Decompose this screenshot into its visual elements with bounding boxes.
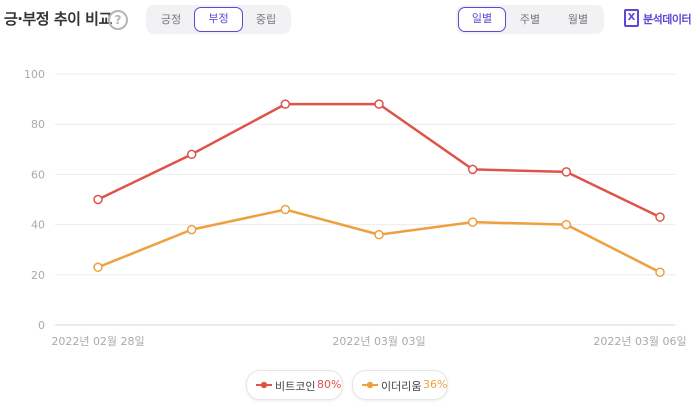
excel-icon: X — [624, 9, 639, 27]
tab-daily[interactable]: 일별 — [458, 7, 506, 32]
ethereum-marker-icon — [362, 381, 378, 389]
data-point-0-4 — [467, 164, 478, 175]
series-line-1 — [96, 208, 662, 274]
question-circle-icon[interactable]: ? — [108, 10, 128, 30]
download-data-label: 분석데이터 — [643, 13, 692, 26]
x-tick-label-0: 2022년 02월 28일 — [51, 334, 144, 348]
bitcoin-marker-icon — [256, 381, 272, 389]
data-point-0-1 — [186, 149, 197, 160]
tab-positive[interactable]: 긍정 — [160, 13, 182, 26]
data-point-1-0 — [93, 262, 103, 273]
y-tick-label-40: 40 — [31, 219, 45, 232]
legend-item-bitcoin[interactable]: 비트코인 80% — [246, 370, 343, 400]
x-tick-label-2: 2022년 03월 06일 — [593, 334, 686, 348]
legend-percent-ethereum: 36% — [423, 378, 448, 391]
legend-item-ethereum[interactable]: 이더리움 36% — [352, 370, 448, 400]
tab-monthly[interactable]: 월별 — [567, 13, 589, 26]
tab-weekly[interactable]: 주별 — [519, 13, 541, 26]
data-point-0-2 — [280, 99, 291, 109]
data-point-1-4 — [467, 217, 478, 227]
legend-label-ethereum: 이더리움 — [381, 380, 422, 393]
legend-percent-bitcoin: 80% — [317, 378, 342, 391]
x-tick-label-1: 2022년 03월 03일 — [332, 334, 425, 348]
data-point-0-6 — [655, 212, 665, 222]
series-line-0 — [96, 102, 662, 219]
data-point-1-5 — [561, 219, 572, 230]
data-point-0-5 — [561, 167, 572, 177]
sentiment-toggle: 긍정 부정 중립 — [146, 5, 291, 34]
y-tick-label-80: 80 — [31, 118, 45, 131]
y-tick-label-0: 0 — [38, 319, 45, 332]
data-point-1-2 — [280, 204, 291, 215]
tab-neutral[interactable]: 중립 — [255, 13, 277, 26]
legend-label-bitcoin: 비트코인 — [275, 380, 316, 393]
chart-header: 긍·부정 추이 비교 ? 긍정 부정 중립 일별 주별 월별 X 분석데이터 — [0, 0, 700, 40]
y-tick-label-20: 20 — [31, 269, 45, 282]
chart-title: 긍·부정 추이 비교 — [4, 10, 112, 28]
data-point-0-0 — [93, 194, 103, 205]
tab-negative[interactable]: 부정 — [194, 7, 243, 32]
data-point-1-3 — [374, 229, 384, 240]
data-point-1-6 — [655, 267, 665, 278]
data-point-0-3 — [374, 99, 384, 109]
data-point-1-1 — [186, 224, 197, 235]
y-tick-label-100: 100 — [24, 68, 45, 81]
y-tick-label-60: 60 — [31, 168, 45, 181]
period-toggle: 일별 주별 월별 — [456, 5, 604, 34]
